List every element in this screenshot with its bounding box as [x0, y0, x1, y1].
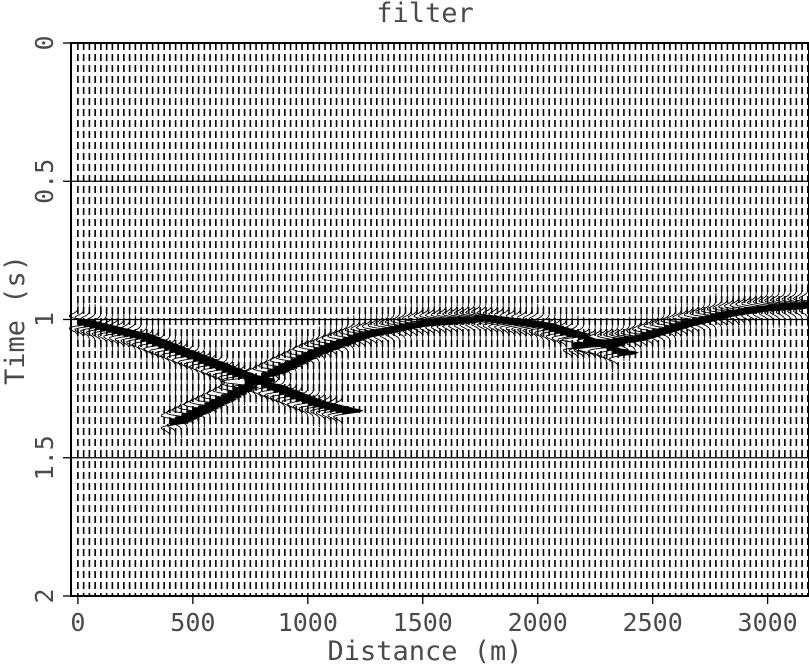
x-tick-label: 500	[170, 608, 215, 637]
x-axis: 0 500 1000 1500 2000 2500 3000	[70, 596, 798, 637]
y-tick-label: 1.5	[30, 435, 59, 480]
x-axis-title: Distance (m)	[327, 636, 522, 667]
gridlines	[71, 180, 809, 459]
x-tick-label: 2500	[623, 608, 683, 637]
chart-title: filter	[376, 0, 474, 29]
x-tick-label: 1500	[393, 608, 453, 637]
x-tick-label: 2000	[508, 608, 568, 637]
x-tick-label: 1000	[278, 608, 338, 637]
y-tick-label: 0.5	[30, 159, 59, 204]
y-tick-label: 1	[30, 312, 59, 327]
y-tick-label: 2	[30, 588, 59, 603]
y-axis-title: Time (s)	[0, 255, 31, 385]
x-tick-label: 0	[70, 608, 85, 637]
y-tick-label: 0	[30, 35, 59, 50]
y-axis: 0 0.5 1 1.5 2	[30, 35, 71, 604]
x-tick-label: 3000	[738, 608, 798, 637]
